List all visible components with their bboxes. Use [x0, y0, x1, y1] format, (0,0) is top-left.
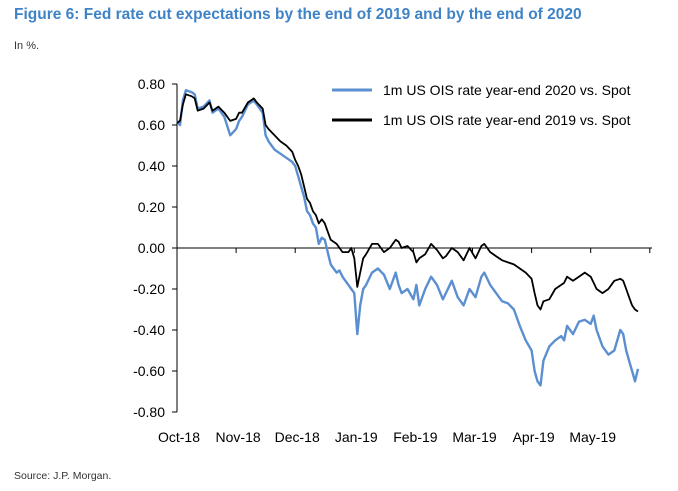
y-tick-label: 0.80: [138, 76, 165, 92]
x-tick-label: Apr-19: [513, 429, 555, 445]
y-tick-label: 0.60: [138, 117, 165, 133]
figure-title: Figure 6: Fed rate cut expectations by t…: [14, 6, 582, 23]
figure-source: Source: J.P. Morgan.: [14, 470, 112, 482]
x-axis-ticks: Oct-18 Nov-18 Dec-18 Jan-19 Feb-19 Mar-19 Apr-…: [158, 248, 651, 445]
legend: 1m US OIS rate year-end 2020 vs. Spot 1m …: [332, 82, 631, 128]
series-lines: [176, 89, 640, 387]
y-tick-label: -0.80: [133, 404, 165, 420]
x-tick-label: Oct-18: [158, 429, 200, 445]
x-tick-label: Feb-19: [393, 429, 438, 445]
x-tick-label: Jan-19: [335, 429, 378, 445]
y-tick-label: -0.40: [133, 322, 165, 338]
x-tick-label: Nov-18: [216, 429, 261, 445]
y-tick-label: 0.00: [138, 240, 165, 256]
x-tick-label: Mar-19: [452, 429, 497, 445]
legend-label-2: 1m US OIS rate year-end 2019 vs. Spot: [383, 112, 631, 128]
legend-label-1: 1m US OIS rate year-end 2020 vs. Spot: [383, 82, 631, 98]
y-tick-label: -0.60: [133, 363, 165, 379]
series-line-1: [176, 89, 640, 387]
y-tick-label: -0.20: [133, 281, 165, 297]
x-tick-label: Dec-18: [275, 429, 320, 445]
y-tick-label: 0.20: [138, 199, 165, 215]
series-line-2: [176, 93, 639, 313]
y-axis-ticks: 0.80 0.60 0.40 0.20 0.00 -0.20 -0.40 -0.60 -0.80: [133, 76, 177, 420]
y-tick-label: 0.40: [138, 158, 165, 174]
x-tick-label: May-19: [569, 429, 616, 445]
figure-subtitle: In %.: [14, 40, 40, 52]
